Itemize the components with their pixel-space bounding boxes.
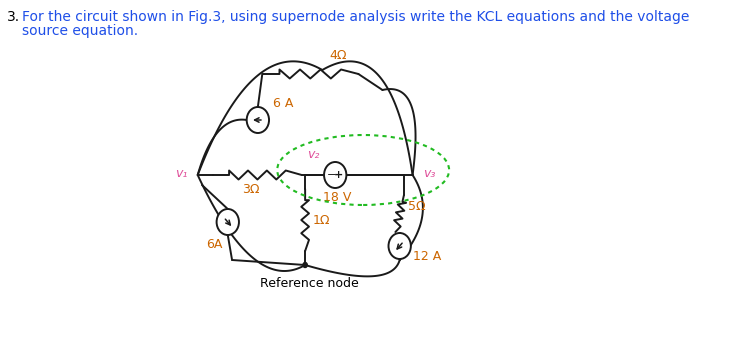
Text: 3.: 3. [7,10,20,24]
Text: 1Ω: 1Ω [313,213,330,226]
Text: 18 V: 18 V [323,191,351,204]
Text: v₃: v₃ [423,166,436,180]
Text: Reference node: Reference node [260,277,359,290]
Text: −: − [327,170,336,180]
Text: For the circuit shown in Fig.3, using supernode analysis write the KCL equations: For the circuit shown in Fig.3, using su… [23,10,689,24]
Text: 3Ω: 3Ω [243,183,260,196]
Text: 5Ω: 5Ω [409,199,426,212]
Text: 6 A: 6 A [273,97,294,110]
Circle shape [246,107,269,133]
Text: +: + [334,170,343,180]
Circle shape [303,262,307,267]
Text: 12 A: 12 A [414,249,442,262]
Circle shape [216,209,239,235]
Text: v₂: v₂ [307,148,319,161]
Text: v₁: v₁ [175,166,188,180]
Text: source equation.: source equation. [23,24,138,38]
Circle shape [388,233,411,259]
Text: 4Ω: 4Ω [329,49,346,62]
Circle shape [324,162,346,188]
Text: 6A: 6A [206,238,222,251]
